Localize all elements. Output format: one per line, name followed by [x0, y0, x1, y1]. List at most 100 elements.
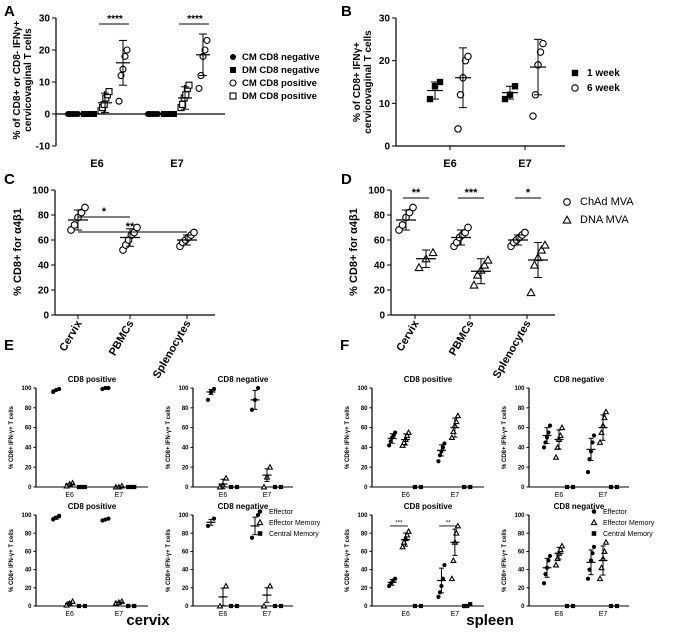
data-point — [205, 397, 211, 402]
legend-label: DM CD8 negative — [242, 65, 320, 76]
legend-marker — [257, 509, 263, 514]
panel-letter-e: E — [4, 337, 14, 354]
significance-label: *** — [395, 520, 403, 526]
panel-a: -10 0 10 20 30 % of CD8+ or CD8- IFNγ+cervico… — [12, 14, 320, 171]
panel-b: 0 10 20 30 % of CD8+ IFNγ+cervicovaginal T c… — [352, 14, 620, 171]
data-point — [468, 602, 473, 607]
data-point — [539, 39, 547, 48]
data-point — [529, 112, 537, 120]
legend-marker — [571, 69, 579, 77]
y-tick-label: 20 — [38, 286, 50, 297]
x-category-label: E7 — [263, 492, 272, 499]
data-point — [405, 527, 412, 534]
y-tick-label: 100 — [368, 186, 385, 197]
y-tick-label: 0 — [364, 604, 368, 610]
data-point — [260, 483, 268, 490]
x-category-label: PBMCs — [107, 319, 137, 358]
data-point — [190, 228, 198, 237]
y-tick-label: 40 — [182, 568, 189, 574]
data-point — [602, 538, 610, 545]
data-point — [81, 203, 89, 212]
y-tick-label: 40 — [361, 568, 368, 574]
legend: Effector Effector Memory Central Memory — [590, 509, 655, 538]
subplot-title: CD8 negative — [554, 502, 605, 511]
data-point — [552, 561, 560, 568]
y-tick-label: 20 — [518, 586, 525, 592]
data-point — [511, 83, 519, 90]
x-category-label: E7 — [115, 492, 124, 499]
y-tick-label: 40 — [374, 261, 386, 272]
y-tick-label: 0 — [185, 604, 189, 610]
legend-marker — [591, 531, 597, 536]
y-tick-label: 40 — [25, 446, 32, 452]
legend-label: Effector — [603, 509, 628, 516]
y-axis-label-line: % CD8+ IFN-γ+ T cells — [166, 405, 172, 469]
data-point — [436, 594, 441, 600]
data-point — [249, 407, 255, 412]
data-point — [387, 443, 392, 448]
legend-marker — [230, 54, 236, 60]
y-axis-label-line: % of CD8+ IFNγ+ — [352, 42, 363, 122]
y-tick-label: 80 — [361, 406, 368, 412]
y-tick-label: 20 — [379, 56, 391, 67]
significance-label: *** — [465, 187, 479, 199]
tissue-label-cervix: cervix — [126, 612, 170, 629]
data-point — [547, 553, 553, 559]
legend-marker — [256, 518, 264, 526]
y-axis-label-line: % CD8+ IFN-γ+ T cells — [9, 528, 15, 592]
data-point — [255, 512, 261, 518]
y-tick-label: 40 — [38, 261, 50, 272]
y-axis-label-line: % CD8+ IFN-γ+ T cells — [9, 405, 15, 469]
subplot-title: CD8 positive — [404, 375, 453, 384]
y-tick-label: 60 — [38, 236, 50, 247]
y-tick-label: 0 — [185, 485, 189, 491]
data-point — [464, 223, 472, 232]
y-tick-label: 60 — [518, 426, 525, 432]
data-point — [521, 228, 529, 237]
legend-label: Central Memory — [269, 531, 319, 538]
data-point — [70, 221, 79, 229]
y-tick-label: 40 — [182, 446, 189, 452]
x-category-label: E6 — [219, 492, 228, 499]
data-point — [465, 603, 470, 609]
data-point — [426, 95, 434, 103]
y-tick-label: 20 — [361, 586, 368, 592]
data-point — [454, 412, 462, 419]
y-tick-label: 80 — [361, 531, 368, 537]
data-point — [398, 221, 407, 229]
y-tick-label: 20 — [39, 46, 51, 57]
data-point — [602, 408, 610, 415]
y-tick-label: 100 — [514, 386, 525, 392]
x-category-label: E7 — [518, 158, 531, 170]
y-axis-label-line: % CD8+ IFN-γ+ T cells — [502, 528, 508, 592]
data-point — [57, 513, 62, 519]
data-point — [249, 535, 255, 540]
data-point — [105, 88, 113, 96]
subplot-title: CD8 positive — [68, 502, 117, 511]
x-category-label: E6 — [401, 611, 410, 618]
y-tick-label: 0 — [364, 485, 368, 491]
data-point — [195, 84, 203, 92]
data-point — [450, 556, 457, 563]
y-tick-label: 20 — [25, 586, 32, 592]
y-axis-label-line: % CD8+ IFN-γ+ T cells — [502, 405, 508, 469]
y-tick-label: 80 — [38, 211, 50, 222]
data-point — [436, 459, 441, 464]
legend-marker — [229, 92, 237, 100]
data-point — [536, 245, 547, 254]
y-tick-label: 30 — [39, 14, 51, 25]
significance-label: ** — [446, 520, 451, 526]
legend-label: ChAd MVA — [580, 196, 634, 208]
y-tick-label: 80 — [25, 406, 32, 412]
y-tick-label: 0 — [384, 142, 390, 153]
x-category-label: E7 — [263, 611, 272, 618]
y-tick-label: 80 — [518, 406, 525, 412]
panel-letter-b: B — [341, 3, 352, 20]
y-tick-label: 60 — [518, 550, 525, 556]
y-tick-label: 100 — [178, 386, 189, 392]
y-axis-label: % CD8+ for α4β1 — [12, 208, 24, 296]
x-category-label: Splenocytes — [151, 319, 194, 381]
data-point — [260, 602, 268, 609]
legend-marker — [562, 215, 572, 224]
